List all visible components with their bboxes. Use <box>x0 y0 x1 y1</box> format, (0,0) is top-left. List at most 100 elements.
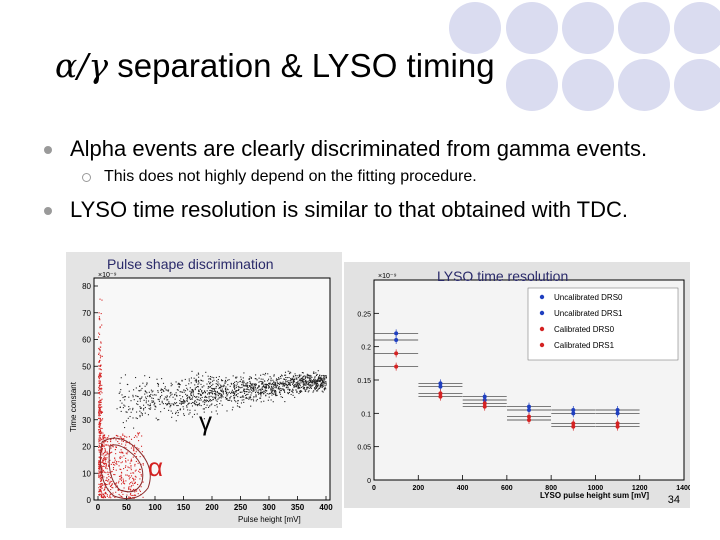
gamma-point <box>309 377 311 379</box>
gamma-point <box>254 387 257 389</box>
gamma-point <box>145 402 147 404</box>
alpha-point <box>99 364 102 366</box>
gamma-point <box>208 378 210 380</box>
gamma-point <box>180 403 182 405</box>
alpha-point <box>108 482 110 484</box>
gamma-point <box>149 403 151 405</box>
gamma-point <box>195 381 198 383</box>
gamma-point <box>206 404 208 406</box>
gamma-point <box>310 379 312 381</box>
gamma-point <box>281 383 283 385</box>
alpha-point <box>98 443 100 445</box>
gamma-point <box>191 370 193 372</box>
alpha-point <box>119 468 121 470</box>
gamma-point <box>160 389 162 391</box>
alpha-point <box>99 412 101 414</box>
gamma-point <box>145 398 147 400</box>
gamma-point <box>179 408 181 410</box>
gamma-point <box>271 394 273 396</box>
gamma-point <box>315 381 317 383</box>
gamma-point <box>264 390 266 392</box>
x-tick-label: 800 <box>545 485 557 492</box>
gamma-point <box>236 405 239 407</box>
gamma-point <box>135 395 137 397</box>
gamma-point <box>298 383 300 385</box>
alpha-point <box>98 377 100 379</box>
gamma-point <box>314 387 316 389</box>
gamma-point <box>290 378 292 380</box>
gamma-point <box>155 406 157 408</box>
gamma-point <box>215 385 217 388</box>
gamma-point <box>268 386 270 388</box>
alpha-point <box>101 406 103 408</box>
alpha-point <box>99 380 101 382</box>
gamma-point <box>216 404 218 406</box>
gamma-point <box>301 381 303 383</box>
x-axis-ticks: 0 50 100 150 200 250 300 350 400 <box>96 496 333 512</box>
alpha-point <box>98 465 100 467</box>
gamma-point <box>318 380 320 382</box>
gamma-point <box>300 379 302 381</box>
alpha-point <box>101 398 103 400</box>
gamma-point <box>294 396 296 398</box>
gamma-point <box>186 387 188 389</box>
gamma-point <box>295 377 297 379</box>
alpha-point <box>101 324 103 326</box>
gamma-point <box>311 381 314 383</box>
gamma-point <box>214 394 217 396</box>
alpha-point <box>105 479 107 482</box>
gamma-point <box>211 403 213 405</box>
alpha-point <box>100 369 102 371</box>
gamma-point <box>254 383 256 385</box>
alpha-point <box>113 461 116 463</box>
gamma-point <box>202 401 204 403</box>
alpha-point <box>110 484 113 487</box>
gamma-point <box>216 394 218 396</box>
alpha-point <box>115 482 117 484</box>
gamma-point <box>268 393 270 395</box>
gamma-point <box>265 385 267 387</box>
gamma-point <box>252 383 254 385</box>
bullet-2-text: LYSO time resolution is similar to that … <box>70 197 628 222</box>
gamma-point <box>245 397 247 399</box>
x-tick-label: 250 <box>234 503 248 512</box>
alpha-point <box>98 483 100 485</box>
gamma-point <box>258 385 260 387</box>
gamma-point <box>284 401 286 403</box>
gamma-point <box>191 405 194 407</box>
alpha-point <box>105 486 107 488</box>
gamma-point <box>172 403 175 405</box>
gamma-point <box>263 384 265 386</box>
gamma-point <box>144 412 146 414</box>
gamma-point <box>190 391 192 393</box>
gamma-point <box>293 376 295 378</box>
gamma-point <box>208 381 210 383</box>
gamma-point <box>282 388 284 390</box>
gamma-point <box>148 391 150 393</box>
gamma-point <box>257 392 260 394</box>
gamma-point <box>212 388 214 390</box>
alpha-point <box>98 476 100 478</box>
gamma-point <box>274 393 276 395</box>
alpha-point <box>102 445 104 447</box>
legend-label: Uncalibrated DRS1 <box>554 309 623 318</box>
alpha-point <box>99 430 102 432</box>
alpha-point <box>134 435 137 437</box>
y-tick-label: 0.1 <box>361 411 371 418</box>
alpha-point <box>135 451 137 453</box>
gamma-point <box>295 384 297 386</box>
alpha-point <box>112 461 114 464</box>
gamma-point <box>311 380 313 382</box>
gamma-point <box>247 386 249 388</box>
gamma-point <box>203 403 205 405</box>
alpha-point <box>109 482 111 484</box>
alpha-point <box>120 474 122 476</box>
x-tick-label: 300 <box>262 503 276 512</box>
gamma-point <box>275 395 277 397</box>
alpha-point <box>98 466 100 468</box>
gamma-point <box>125 411 127 413</box>
gamma-point <box>278 378 280 381</box>
gamma-point <box>237 385 239 387</box>
y-tick-label: 0.05 <box>357 445 371 452</box>
alpha-point <box>130 465 132 467</box>
